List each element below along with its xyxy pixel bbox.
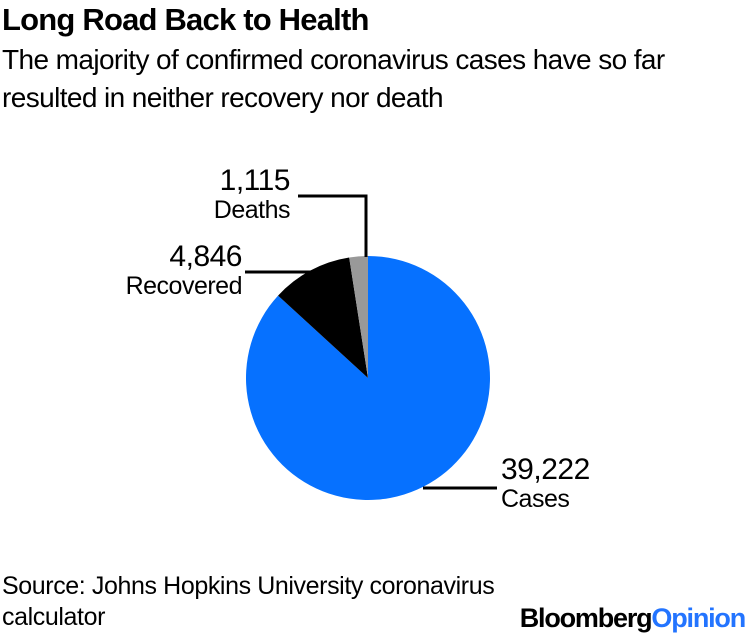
pie-slices-group <box>246 256 491 500</box>
pie-slice-deaths <box>349 256 368 378</box>
deaths-value: 1,115 <box>219 164 291 197</box>
callout-deaths: 1,115 Deaths <box>213 164 291 224</box>
pie-slice-cases <box>246 256 491 500</box>
source-note: Source: Johns Hopkins University coronav… <box>2 572 495 631</box>
deaths-label: Deaths <box>213 196 291 224</box>
bloomberg-opinion-logo: BloombergOpinion <box>519 603 746 633</box>
recovered-label: Recovered <box>125 272 243 300</box>
chart-title: Long Road Back to Health <box>2 2 369 37</box>
callout-recovered: 4,846 Recovered <box>125 240 243 300</box>
leader-line-deaths <box>298 194 368 257</box>
logo-opinion: Opinion <box>651 603 746 633</box>
cases-label: Cases <box>501 485 570 513</box>
recovered-value: 4,846 <box>169 240 242 273</box>
cases-value: 39,222 <box>501 453 590 486</box>
chart-subtitle: The majority of confirmed coronavirus ca… <box>2 44 665 113</box>
pie-slice-recovered <box>278 257 368 378</box>
callout-cases: 39,222 Cases <box>501 454 590 513</box>
logo-bloomberg: Bloomberg <box>519 603 653 633</box>
